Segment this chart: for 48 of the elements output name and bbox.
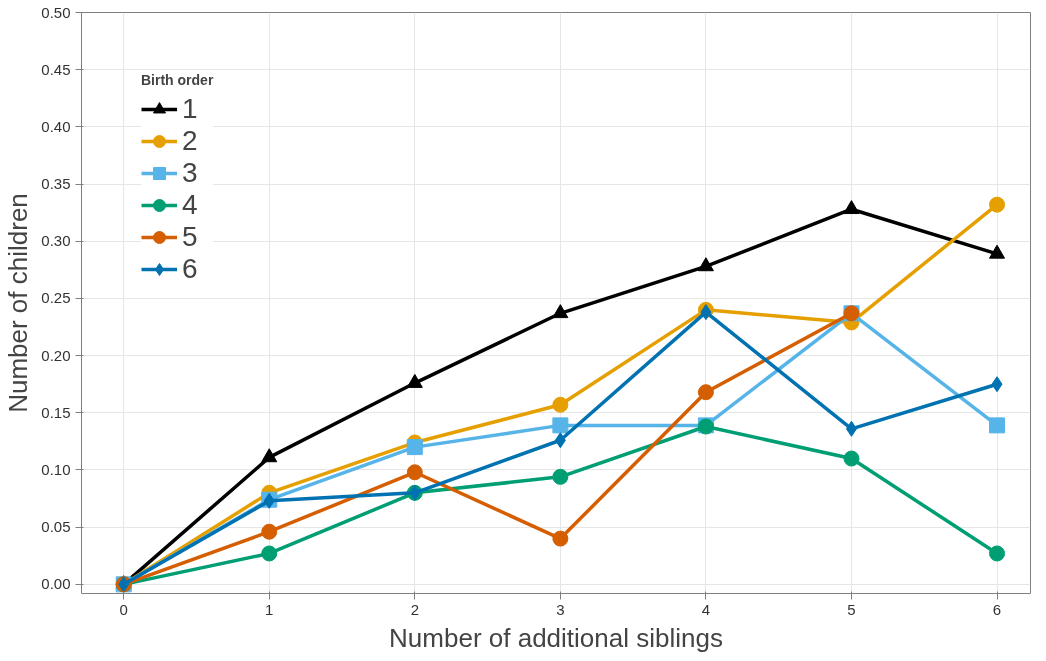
x-axis-title: Number of additional siblings xyxy=(389,622,723,653)
y-tick-label: 0.35 xyxy=(41,175,71,193)
x-tick-label: 6 xyxy=(992,600,1002,618)
y-tick-label: 0.30 xyxy=(41,232,71,250)
point xyxy=(552,396,569,413)
x-tick-label: 3 xyxy=(556,600,565,618)
point xyxy=(843,200,860,215)
point xyxy=(552,417,569,434)
point xyxy=(552,530,569,547)
point xyxy=(554,432,566,449)
y-tick-label: 0.20 xyxy=(41,346,71,364)
y-tick-label: 0.05 xyxy=(41,518,71,536)
point xyxy=(552,304,569,319)
point xyxy=(261,523,278,540)
point xyxy=(697,257,714,272)
y-tick-label: 0.00 xyxy=(41,575,71,593)
y-tick-label: 0.40 xyxy=(41,117,71,135)
x-tick-label: 1 xyxy=(265,600,274,618)
legend-label: 5 xyxy=(182,221,199,253)
point xyxy=(845,420,857,437)
y-axis-title: Number of children xyxy=(3,193,34,413)
y-tick-label: 0.25 xyxy=(41,289,71,307)
point xyxy=(261,448,278,463)
legend-title: Birth order xyxy=(141,72,214,88)
legend-label: 1 xyxy=(182,93,199,125)
point xyxy=(552,468,569,485)
legend-label: 2 xyxy=(182,125,199,157)
x-tick-label: 5 xyxy=(847,600,856,618)
x-tick-label: 4 xyxy=(701,600,711,618)
point xyxy=(406,464,423,481)
y-tick-label: 0.50 xyxy=(41,3,71,21)
point xyxy=(989,244,1006,259)
point xyxy=(989,545,1006,562)
y-tick-label: 0.45 xyxy=(41,60,71,78)
point xyxy=(406,439,423,456)
point xyxy=(991,376,1003,393)
point xyxy=(843,450,860,467)
legend-label: 3 xyxy=(182,157,199,189)
point xyxy=(697,384,714,401)
point xyxy=(989,417,1006,434)
point xyxy=(989,196,1006,213)
y-tick-label: 0.10 xyxy=(41,460,71,478)
point xyxy=(261,545,278,562)
legend-label: 4 xyxy=(182,189,199,221)
y-tick-label: 0.15 xyxy=(41,403,71,421)
x-tick-label: 2 xyxy=(410,600,419,618)
x-tick-label: 0 xyxy=(119,600,128,618)
legend-label: 6 xyxy=(182,253,199,285)
